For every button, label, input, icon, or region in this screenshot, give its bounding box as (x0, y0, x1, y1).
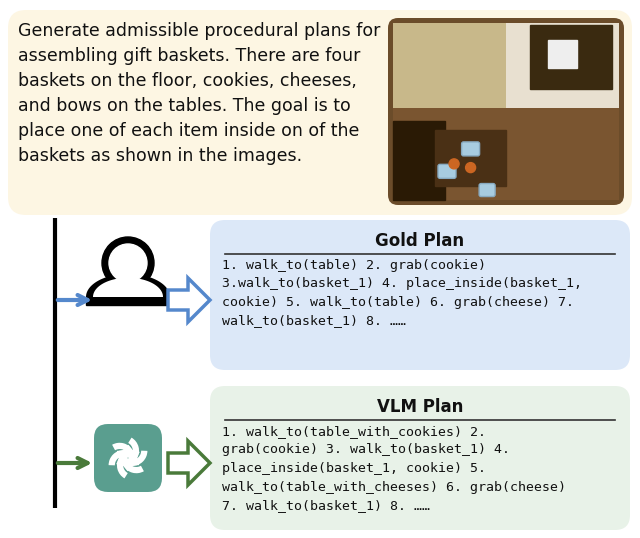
Text: 1. walk_to(table) 2. grab(cookie)
3.walk_to(basket_1) 4. place_inside(basket_1,
: 1. walk_to(table) 2. grab(cookie) 3.walk… (222, 259, 582, 328)
Text: VLM Plan: VLM Plan (377, 398, 463, 416)
Circle shape (449, 159, 459, 169)
FancyBboxPatch shape (461, 142, 479, 156)
Bar (548, 40, 577, 68)
Bar (393, 122, 445, 200)
Text: Gold Plan: Gold Plan (376, 232, 465, 250)
Polygon shape (393, 23, 619, 108)
Text: Generate admissible procedural plans for
assembling gift baskets. There are four: Generate admissible procedural plans for… (18, 22, 380, 165)
Text: 1. walk_to(table_with_cookies) 2.
grab(cookie) 3. walk_to(basket_1) 4.
place_ins: 1. walk_to(table_with_cookies) 2. grab(c… (222, 425, 566, 512)
Circle shape (109, 244, 147, 282)
FancyBboxPatch shape (438, 164, 456, 178)
Circle shape (102, 237, 154, 289)
Bar (435, 130, 506, 186)
FancyBboxPatch shape (8, 10, 632, 215)
FancyBboxPatch shape (479, 183, 495, 196)
Bar (86, 297, 170, 305)
Polygon shape (506, 23, 619, 108)
FancyBboxPatch shape (210, 220, 630, 370)
FancyBboxPatch shape (94, 424, 162, 492)
Polygon shape (86, 274, 170, 297)
Polygon shape (168, 441, 210, 485)
FancyBboxPatch shape (388, 18, 624, 205)
Circle shape (466, 162, 476, 173)
FancyBboxPatch shape (210, 386, 630, 530)
Polygon shape (168, 278, 210, 322)
Bar (530, 25, 612, 89)
Polygon shape (393, 102, 619, 200)
Polygon shape (93, 278, 163, 297)
